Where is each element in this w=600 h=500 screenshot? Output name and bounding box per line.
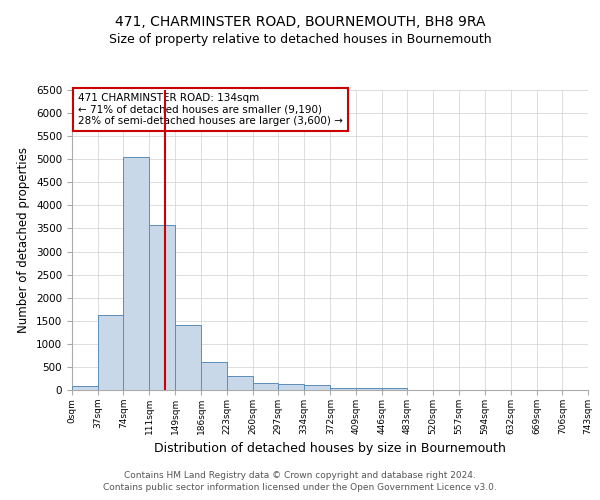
Text: 471 CHARMINSTER ROAD: 134sqm
← 71% of detached houses are smaller (9,190)
28% of: 471 CHARMINSTER ROAD: 134sqm ← 71% of de… (78, 93, 343, 126)
Text: 471, CHARMINSTER ROAD, BOURNEMOUTH, BH8 9RA: 471, CHARMINSTER ROAD, BOURNEMOUTH, BH8 … (115, 15, 485, 29)
Text: Contains public sector information licensed under the Open Government Licence v3: Contains public sector information licen… (103, 484, 497, 492)
Bar (227, 376, 253, 390)
Text: Contains HM Land Registry data © Crown copyright and database right 2024.: Contains HM Land Registry data © Crown c… (124, 471, 476, 480)
Bar (304, 386, 331, 390)
Bar (72, 386, 98, 390)
Y-axis label: Number of detached properties: Number of detached properties (17, 147, 31, 333)
Bar (253, 382, 278, 390)
Bar (201, 362, 227, 390)
Bar (278, 384, 304, 390)
Bar (382, 388, 407, 390)
Text: Size of property relative to detached houses in Bournemouth: Size of property relative to detached ho… (109, 32, 491, 46)
Bar (331, 388, 356, 390)
Bar (356, 388, 382, 390)
Bar (98, 315, 124, 390)
Bar (124, 157, 149, 390)
Bar (175, 326, 201, 390)
Bar (149, 225, 175, 390)
X-axis label: Distribution of detached houses by size in Bournemouth: Distribution of detached houses by size … (154, 442, 506, 456)
